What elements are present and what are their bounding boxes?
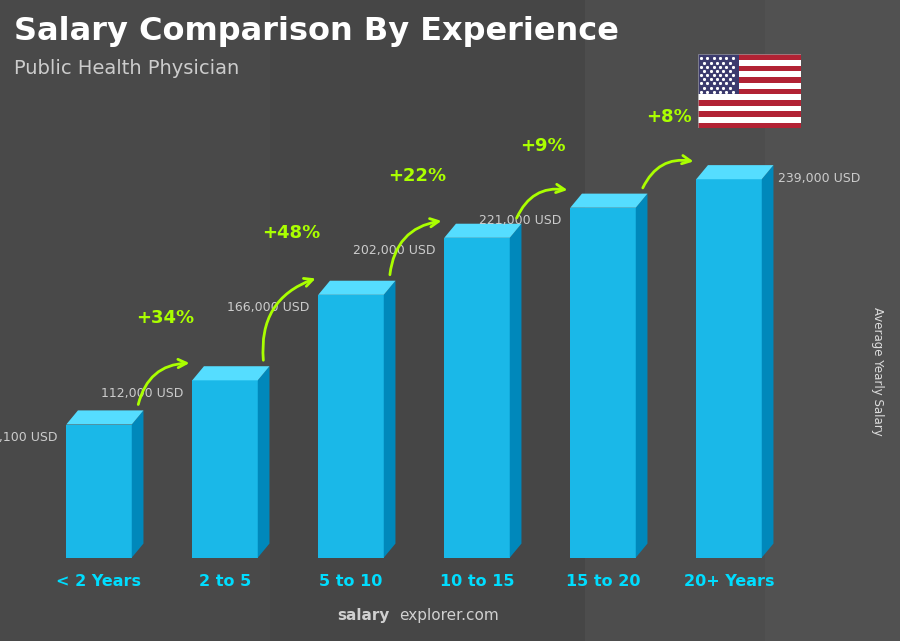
Text: 84,100 USD: 84,100 USD: [0, 431, 58, 444]
Text: 5 to 10: 5 to 10: [320, 574, 382, 588]
Polygon shape: [445, 224, 521, 238]
Bar: [698, 88, 801, 94]
Text: 239,000 USD: 239,000 USD: [778, 172, 860, 185]
Text: 166,000 USD: 166,000 USD: [227, 301, 310, 314]
Polygon shape: [319, 295, 383, 558]
Text: +8%: +8%: [646, 108, 692, 126]
Polygon shape: [635, 194, 647, 558]
Text: Average Yearly Salary: Average Yearly Salary: [871, 308, 884, 436]
Polygon shape: [257, 366, 269, 558]
Bar: [698, 94, 801, 100]
Text: +9%: +9%: [520, 137, 566, 154]
Polygon shape: [383, 281, 395, 558]
Bar: [698, 106, 801, 111]
Bar: [698, 122, 801, 128]
Bar: [698, 83, 801, 88]
Bar: [698, 72, 801, 77]
Text: +22%: +22%: [388, 167, 446, 185]
Text: +34%: +34%: [136, 309, 194, 327]
Bar: [698, 60, 801, 66]
Polygon shape: [761, 165, 773, 558]
Text: < 2 Years: < 2 Years: [57, 574, 141, 588]
Text: 15 to 20: 15 to 20: [566, 574, 640, 588]
Text: +48%: +48%: [262, 224, 320, 242]
Polygon shape: [509, 224, 521, 558]
FancyBboxPatch shape: [0, 0, 765, 641]
Text: salary: salary: [338, 608, 390, 623]
Polygon shape: [67, 424, 131, 558]
Bar: [698, 117, 801, 122]
Bar: [698, 54, 801, 60]
Text: 10 to 15: 10 to 15: [440, 574, 514, 588]
Polygon shape: [697, 179, 761, 558]
Text: 112,000 USD: 112,000 USD: [101, 387, 184, 400]
Text: 221,000 USD: 221,000 USD: [479, 214, 562, 227]
Polygon shape: [571, 194, 647, 208]
Polygon shape: [193, 380, 257, 558]
Bar: [698, 111, 801, 117]
Bar: [698, 77, 801, 83]
Bar: [698, 66, 801, 72]
Bar: [698, 100, 801, 106]
Polygon shape: [697, 165, 773, 179]
Text: explorer.com: explorer.com: [399, 608, 499, 623]
Polygon shape: [445, 238, 509, 558]
Text: 2 to 5: 2 to 5: [199, 574, 251, 588]
Text: Salary Comparison By Experience: Salary Comparison By Experience: [14, 16, 618, 47]
Text: Public Health Physician: Public Health Physician: [14, 59, 238, 78]
Polygon shape: [319, 281, 395, 295]
Polygon shape: [131, 410, 143, 558]
FancyBboxPatch shape: [0, 0, 585, 641]
Polygon shape: [193, 366, 269, 380]
Polygon shape: [67, 410, 143, 424]
FancyBboxPatch shape: [270, 0, 900, 641]
Bar: [698, 54, 739, 94]
Text: 20+ Years: 20+ Years: [684, 574, 774, 588]
Text: 202,000 USD: 202,000 USD: [353, 244, 436, 257]
Polygon shape: [571, 208, 635, 558]
